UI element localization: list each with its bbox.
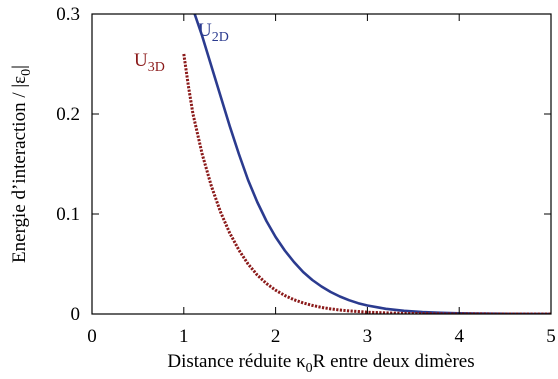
series-line-u3d [182,53,551,314]
y-tick-label: 0.2 [56,104,80,125]
y-tick-label: 0.1 [56,204,80,225]
x-axis-title: Distance réduite κ0R entre deux dimères [167,351,474,376]
x-tick-label: 4 [454,326,464,347]
x-tick-label: 2 [271,326,281,347]
series-label-u3d: U3D [134,50,165,75]
series-layer [182,14,551,314]
x-tick-label: 1 [179,326,189,347]
plot-frame [91,13,552,315]
series-line-u2d [193,14,551,314]
ticks-layer: 0 1 2 3 4 5 0 0.1 0.2 0.3 [56,4,556,347]
x-tick-label: 0 [87,326,97,347]
y-tick-label: 0.3 [56,4,80,25]
x-tick-label: 5 [546,326,556,347]
series-label-u2d: U2D [198,20,229,45]
y-tick-label: 0 [71,304,81,325]
x-tick-label: 3 [363,326,373,347]
y-axis-title: Energie d’interaction / |ε0| [9,65,34,263]
